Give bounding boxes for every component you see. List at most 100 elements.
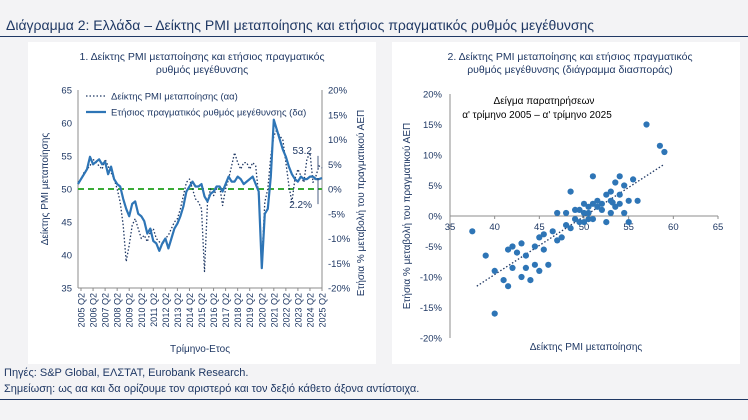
scatter-point bbox=[554, 237, 561, 244]
title-divider bbox=[0, 36, 748, 37]
chart1-x-tick-label: 2023 Q2 bbox=[293, 293, 303, 328]
chart1-title-line1: 1. Δείκτης PMI μεταποίησης και ετήσιος π… bbox=[79, 51, 324, 63]
scatter-point bbox=[505, 246, 512, 253]
chart2-y-tick-label: 20% bbox=[423, 90, 443, 101]
chart1-right-tick-label: 20% bbox=[328, 86, 348, 97]
chart1-left-tick-label: 65 bbox=[61, 86, 72, 97]
chart1-x-tick-label: 2008 Q2 bbox=[113, 293, 123, 328]
scatter-point bbox=[531, 261, 538, 268]
sample-label-line1: Δείγμα παρατηρήσεων bbox=[494, 95, 595, 107]
chart1-x-tick-label: 2022 Q2 bbox=[281, 293, 291, 328]
scatter-point bbox=[540, 246, 547, 253]
pmi-series-line bbox=[77, 128, 323, 273]
scatter-point bbox=[580, 200, 588, 207]
scatter-point bbox=[656, 142, 663, 149]
scatter-point bbox=[589, 200, 596, 207]
gdp-series-line bbox=[77, 118, 323, 270]
scatter-point bbox=[563, 209, 570, 217]
scatter-point bbox=[563, 222, 570, 229]
scatter-point bbox=[621, 209, 628, 217]
chart1-right-tick-label: -10% bbox=[328, 234, 351, 245]
scatter-point bbox=[607, 188, 614, 195]
scatter-point bbox=[518, 273, 525, 281]
chart2-y-axis-title: Ετήσια % μεταβολή του πραγματικού ΑΕΠ bbox=[401, 123, 413, 309]
scatter-point bbox=[630, 176, 637, 183]
scatter-point bbox=[603, 219, 610, 226]
scatter-point bbox=[607, 209, 614, 217]
chart2-x-axis-title: Δείκτης PMI μεταποίησης bbox=[530, 341, 643, 353]
axis-note: Σημείωση: ως αα και δα ορίζουμε τον αρισ… bbox=[4, 383, 420, 395]
chart2-title-line2: ρυθμός μεγέθυνσης (διάγραμμα διασποράς) bbox=[467, 64, 673, 76]
chart2-y-tick-label: 0% bbox=[428, 212, 442, 223]
source-note: Πηγές: S&P Global, ΕΛΣΤΑΤ, Eurobank Rese… bbox=[4, 367, 249, 379]
scatter-point bbox=[527, 277, 534, 284]
scatter-point bbox=[522, 252, 529, 259]
chart1-right-tick-label: 0% bbox=[328, 185, 342, 196]
scatter-chart: 2. Δείκτης PMI μεταποίησης και ετήσιος π… bbox=[401, 51, 723, 353]
line-chart: 1. Δείκτης PMI μεταποίησης και ετήσιος π… bbox=[39, 51, 367, 355]
chart2-y-tick-label: 5% bbox=[428, 181, 442, 192]
scatter-point bbox=[603, 191, 610, 198]
scatter-point bbox=[585, 216, 592, 223]
trendline bbox=[476, 163, 665, 287]
chart2-x-tick-label: 55 bbox=[623, 222, 634, 233]
scatter-point bbox=[625, 197, 632, 204]
scatter-point bbox=[558, 234, 565, 241]
scatter-point bbox=[585, 203, 592, 210]
scatter-point bbox=[536, 234, 543, 241]
scatter-point bbox=[616, 173, 623, 180]
chart1-left-tick-label: 35 bbox=[61, 284, 72, 295]
scatter-point bbox=[616, 200, 623, 207]
scatter-point bbox=[518, 240, 525, 247]
chart1-right-tick-label: -5% bbox=[328, 209, 345, 220]
chart1-right-tick-label: 15% bbox=[328, 110, 348, 121]
scatter-point bbox=[661, 148, 668, 156]
scatter-point bbox=[509, 243, 516, 250]
scatter-point bbox=[589, 216, 596, 223]
chart1-x-tick-label: 2014 Q2 bbox=[185, 293, 195, 328]
scatter-point bbox=[625, 219, 632, 226]
chart1-x-tick-label: 2024 Q2 bbox=[305, 293, 315, 328]
chart1-x-tick-label: 2009 Q2 bbox=[125, 293, 135, 328]
scatter-point bbox=[580, 209, 588, 217]
chart2-y-tick-label: -15% bbox=[420, 303, 443, 314]
scatter-point bbox=[612, 203, 619, 210]
annotation-gdp-value: 2.2% bbox=[289, 200, 312, 211]
chart1-title-line2: ρυθμός μεγέθυνσης bbox=[156, 64, 248, 76]
scatter-point bbox=[594, 197, 601, 204]
scatter-point bbox=[616, 191, 623, 198]
scatter-point bbox=[536, 267, 543, 274]
chart1-x-tick-label: 2019 Q2 bbox=[245, 293, 255, 328]
chart1-x-tick-label: 2012 Q2 bbox=[161, 293, 171, 328]
scatter-point bbox=[634, 197, 641, 204]
chart2-y-tick-label: -10% bbox=[420, 273, 443, 284]
chart2-y-tick-label: -20% bbox=[420, 334, 443, 345]
chart1-left-axis-title: Δείκτης PMI μεταποίησης bbox=[39, 133, 51, 246]
chart2-title-line1: 2. Δείκτης PMI μεταποίησης και ετήσιος π… bbox=[447, 51, 692, 63]
chart1-x-tick-label: 2017 Q2 bbox=[221, 293, 231, 328]
scatter-point bbox=[567, 225, 574, 232]
bottom-divider bbox=[0, 399, 748, 400]
scatter-chart-panel: 2. Δείκτης PMI μεταποίησης και ετήσιος π… bbox=[392, 42, 740, 364]
chart1-left-tick-label: 45 bbox=[61, 218, 72, 229]
chart1-left-tick-label: 40 bbox=[61, 251, 72, 262]
chart1-right-axis-title: Ετήσια % μεταβολή του πραγματικού ΑΕΠ bbox=[355, 110, 367, 296]
chart2-y-tick-label: -5% bbox=[425, 242, 442, 253]
scatter-point bbox=[598, 206, 605, 213]
chart2-x-tick-label: 40 bbox=[489, 222, 500, 233]
chart1-x-tick-label: 2020 Q2 bbox=[257, 293, 267, 328]
legend-pmi-label: Δείκτης PMI μεταποίησης (αα) bbox=[111, 92, 238, 103]
chart1-right-tick-label: -15% bbox=[328, 259, 351, 270]
scatter-point bbox=[580, 219, 588, 226]
scatter-point bbox=[572, 206, 579, 213]
legend-gdp-label: Ετήσιος πραγματικός ρυθμός μεγέθυνσης (δ… bbox=[111, 108, 306, 119]
scatter-point bbox=[549, 228, 556, 235]
chart2-y-tick-label: 10% bbox=[423, 151, 443, 162]
scatter-point bbox=[500, 277, 507, 284]
scatter-point bbox=[576, 219, 583, 226]
scatter-point bbox=[612, 179, 619, 186]
chart1-x-tick-label: 2007 Q2 bbox=[101, 293, 111, 328]
chart2-y-tick-label: 15% bbox=[423, 120, 443, 131]
scatter-point bbox=[594, 203, 601, 210]
scatter-point bbox=[567, 188, 574, 195]
